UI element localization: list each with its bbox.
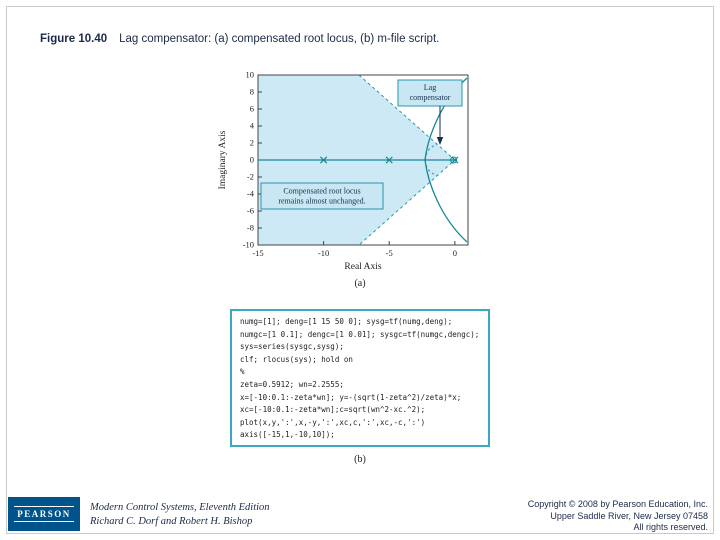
book-title: Modern Control Systems, Eleventh Edition — [90, 502, 270, 513]
lag-compensator-label-line1: Lag — [424, 83, 436, 92]
book-info: Modern Control Systems, Eleventh Edition… — [90, 501, 270, 529]
y-tick-0: 0 — [250, 155, 254, 165]
y-axis-label: Imaginary Axis — [218, 130, 228, 189]
y-tick-n10: -10 — [243, 240, 254, 250]
x-tick-0: 0 — [453, 248, 457, 258]
figure-a-caption: (a) — [354, 278, 365, 289]
y-tick-6: 6 — [250, 104, 254, 114]
zero-marker — [450, 156, 458, 164]
lag-compensator-label-line2: compensator — [410, 93, 451, 102]
x-tick-n15: -15 — [252, 248, 263, 258]
figure-caption-text: Lag compensator: (a) compensated root lo… — [119, 33, 440, 45]
code-line-1: numg=[1]; deng=[1 15 50 0]; sysg=tf(numg… — [240, 317, 453, 326]
code-line-10: axis([-15,1,-10,10]); — [240, 430, 335, 440]
x-axis-label: Real Axis — [344, 262, 382, 272]
code-line-7: x=[-10:0.1:-zeta*wn]; y=-(sqrt(1-zeta^2)… — [240, 392, 462, 402]
code-line-5: % — [240, 367, 245, 377]
y-tick-2: 2 — [250, 138, 254, 148]
copyright-block: Copyright © 2008 by Pearson Education, I… — [528, 499, 708, 534]
locus-note-line2: remains almost unchanged. — [278, 197, 365, 206]
pearson-logo: PEARSON — [8, 497, 80, 531]
figure-number: Figure 10.40 — [40, 33, 108, 45]
locus-note-box — [260, 182, 384, 210]
figure-b-caption: (b) — [354, 454, 366, 465]
book-authors: Richard C. Dorf and Robert H. Bishop — [90, 516, 253, 527]
y-tick-n4: -4 — [247, 189, 255, 199]
code-line-9: plot(x,y,':',x,-y,':',xc,c,':',xc,-c,':'… — [240, 417, 426, 427]
y-tick-n2: -2 — [247, 172, 254, 182]
copyright-line-3: All rights reserved. — [633, 522, 708, 532]
code-line-3: sys=series(sysgc,sysg); — [240, 342, 344, 352]
code-line-4: clf; rlocus(sys); hold on — [240, 354, 353, 364]
locus-note-line1: Compensated root locus — [283, 187, 360, 196]
y-tick-n8: -8 — [247, 223, 254, 233]
lag-annotation-arrowhead — [436, 137, 444, 145]
root-locus-plot: Lag compensator Compensated root locus r… — [218, 70, 469, 289]
y-tick-4: 4 — [250, 121, 255, 131]
code-line-6: zeta=0.5912; wn=2.2555; — [240, 379, 344, 389]
x-tick-n10: -10 — [318, 248, 329, 258]
y-tick-10: 10 — [246, 70, 255, 80]
x-tick-n5: -5 — [386, 248, 393, 258]
code-line-8: xc=[-10:0.1:-zeta*wn];c=sqrt(wn^2-xc.^2)… — [240, 405, 426, 415]
y-tick-8: 8 — [250, 87, 254, 97]
pole-markers — [319, 156, 459, 164]
copyright-line-1: Copyright © 2008 by Pearson Education, I… — [527, 499, 708, 509]
y-tick-n6: -6 — [247, 206, 254, 216]
mfile-script-box: numg=[1]; deng=[1 15 50 0]; sysg=tf(numg… — [230, 309, 490, 447]
figure-title: Figure 10.40 Lag compensator: (a) compens… — [40, 33, 439, 45]
lag-compensator-box — [397, 79, 463, 107]
pearson-logo-text: PEARSON — [14, 506, 74, 522]
copyright-line-2: Upper Saddle River, New Jersey 07458 — [550, 510, 708, 521]
code-line-2: numgc=[1 0.1]; dengc=[1 0.01]; sysgc=tf(… — [240, 329, 480, 339]
